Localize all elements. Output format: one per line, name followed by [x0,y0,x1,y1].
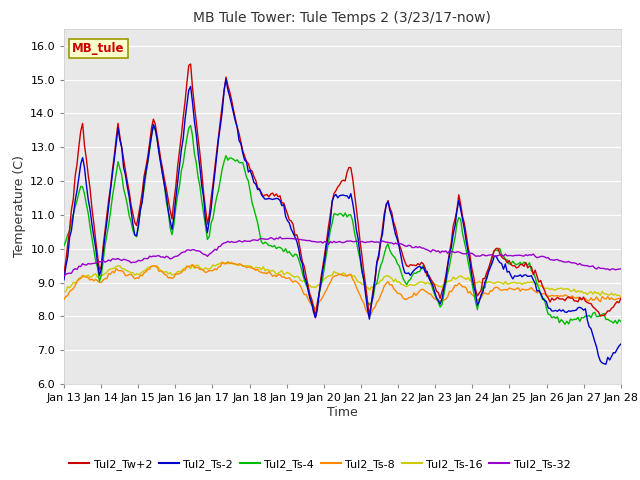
X-axis label: Time: Time [327,406,358,419]
Legend: Tul2_Tw+2, Tul2_Ts-2, Tul2_Ts-4, Tul2_Ts-8, Tul2_Ts-16, Tul2_Ts-32: Tul2_Tw+2, Tul2_Ts-2, Tul2_Ts-4, Tul2_Ts… [65,455,575,474]
Y-axis label: Temperature (C): Temperature (C) [13,156,26,257]
Text: MB_tule: MB_tule [72,42,125,55]
Title: MB Tule Tower: Tule Temps 2 (3/23/17-now): MB Tule Tower: Tule Temps 2 (3/23/17-now… [193,11,492,25]
